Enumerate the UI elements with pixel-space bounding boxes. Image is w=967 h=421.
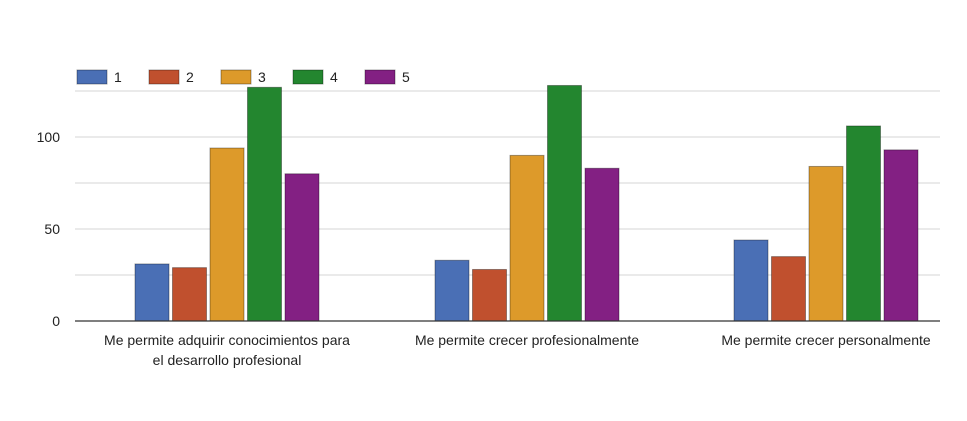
- x-category-label: Me permite adquirir conocimientos para: [104, 332, 350, 348]
- bar-series-5-cat-1: [284, 173, 320, 322]
- legend-label-3: 3: [258, 69, 266, 85]
- bar-series-5-cat-2: [584, 167, 620, 322]
- legend-swatch-1: [76, 69, 108, 85]
- bar-series-2-cat-2: [472, 268, 507, 322]
- y-tick-label: 50: [44, 221, 60, 237]
- bar-series-1-cat-1: [134, 263, 170, 322]
- x-category-label: Me permite crecer profesionalmente: [415, 332, 639, 348]
- bar-series-1-cat-2: [434, 259, 470, 322]
- y-tick-label: 0: [52, 313, 60, 329]
- legend-swatch-4: [292, 69, 324, 85]
- legend: 1 2 3 4 5: [76, 69, 410, 85]
- bar-series-1-cat-3: [733, 239, 769, 322]
- bar-series-2-cat-1: [172, 267, 207, 322]
- legend-label-1: 1: [114, 69, 122, 85]
- bars: [134, 84, 919, 322]
- bar-series-3-cat-3: [808, 165, 844, 322]
- legend-label-4: 4: [330, 69, 338, 85]
- bar-series-3-cat-2: [509, 154, 545, 322]
- x-category-label: el desarrollo profesional: [153, 352, 302, 368]
- legend-label-2: 2: [186, 69, 194, 85]
- x-category-label: Me permite crecer personalmente: [721, 332, 931, 348]
- y-axis-ticks: 0 50 100: [37, 129, 61, 329]
- bar-series-4-cat-3: [846, 125, 881, 322]
- legend-label-5: 5: [402, 69, 410, 85]
- legend-swatch-2: [148, 69, 180, 85]
- y-tick-label: 100: [37, 129, 61, 145]
- bar-series-3-cat-1: [209, 147, 245, 322]
- bar-series-4-cat-1: [247, 86, 282, 322]
- bar-series-4-cat-2: [547, 84, 582, 322]
- x-axis-category-labels: Me permite adquirir conocimientos para el…: [104, 332, 931, 368]
- bar-series-5-cat-3: [883, 149, 919, 322]
- legend-swatch-3: [220, 69, 252, 85]
- bar-series-2-cat-3: [771, 256, 806, 322]
- legend-swatch-5: [364, 69, 396, 85]
